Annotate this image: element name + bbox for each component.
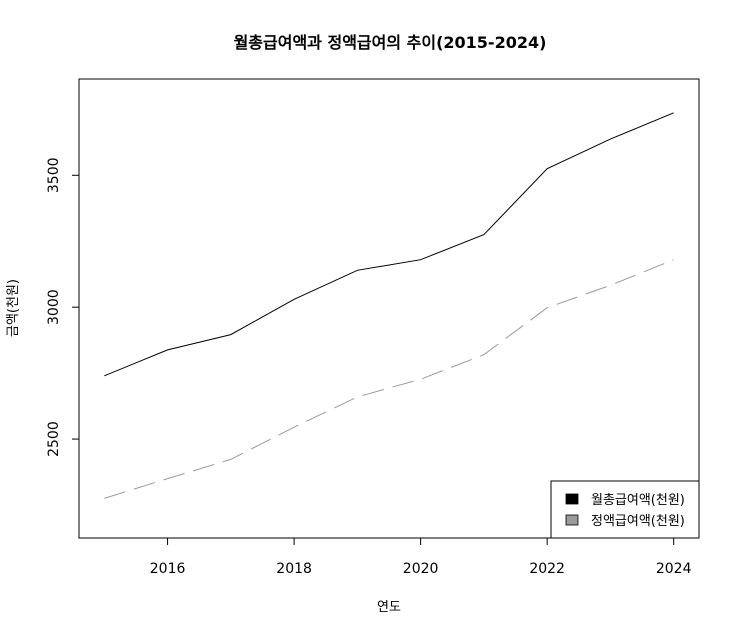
legend-label: 정액급여액(천원): [591, 514, 685, 529]
x-tick-label: 2020: [403, 561, 439, 577]
x-tick-label: 2024: [656, 561, 692, 577]
series-line-1: [104, 112, 674, 377]
series-line-2: [104, 259, 674, 499]
y-tick-label: 3500: [46, 157, 62, 193]
y-tick-label: 2500: [46, 421, 62, 457]
legend-swatch: [565, 493, 579, 505]
x-tick-label: 2022: [529, 561, 565, 577]
x-tick-label: 2016: [150, 561, 186, 577]
legend-box: [550, 480, 700, 539]
legend-label: 월총급여액(천원): [591, 493, 685, 508]
y-tick-label: 3000: [46, 289, 62, 325]
chart-title: 월총급여액과 정액급여의 추이(2015-2024): [234, 33, 547, 52]
plot-frame: [78, 78, 700, 539]
y-axis-label: 금액(천원): [6, 279, 21, 337]
x-axis-label: 연도: [377, 600, 401, 615]
legend: 월총급여액(천원) 정액급여액(천원): [550, 480, 700, 539]
x-tick-label: 2018: [276, 561, 312, 577]
legend-swatch: [565, 514, 579, 526]
y-axis: 2500 3000 3500: [46, 157, 79, 457]
series-layer: [104, 112, 674, 499]
x-axis: 2016 2018 2020 2022 2024: [150, 538, 692, 577]
